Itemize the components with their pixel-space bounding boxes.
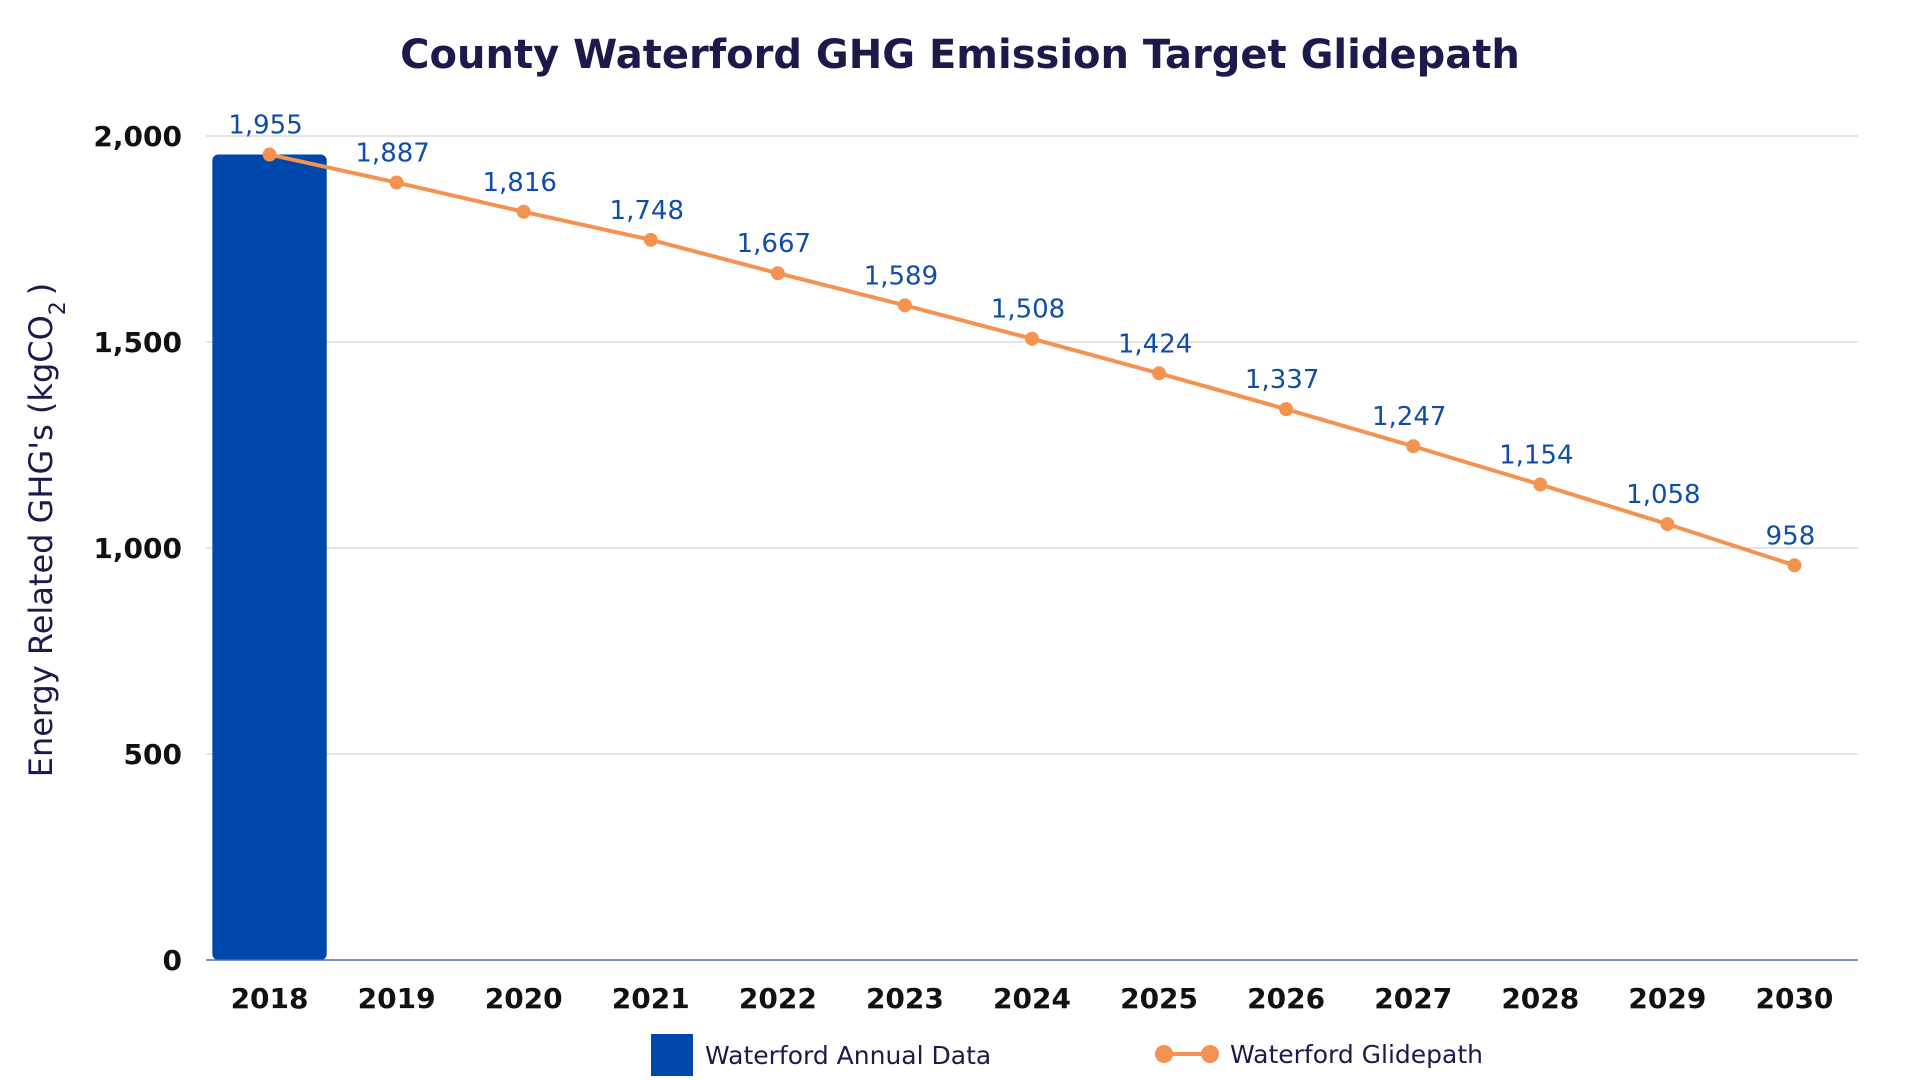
x-tick-label: 2027 [1374, 982, 1452, 1015]
label-layer: 1,955 1,887 1,816 1,748 1,667 1,589 1,508 1,424… [228, 111, 1815, 552]
legend-swatch-annual-data [651, 1034, 693, 1076]
data-label: 1,058 [1626, 480, 1700, 510]
glidepath-point [1279, 402, 1294, 417]
data-label: 1,955 [228, 111, 302, 141]
x-axis: 2018 2019 2020 2021 2022 2023 2024 2025 2026 2027… [206, 959, 1858, 1015]
legend: Waterford Annual Data Waterford Glidepat… [651, 1034, 1483, 1076]
data-label: 1,887 [355, 139, 429, 169]
legend-swatch-glidepath-marker [1155, 1045, 1173, 1063]
x-tick-label: 2028 [1501, 982, 1579, 1015]
data-label: 1,816 [482, 168, 556, 198]
y-tick-label: 500 [124, 738, 182, 771]
glidepath-point [1406, 439, 1421, 454]
line-layer [262, 147, 1802, 573]
x-tick-label: 2020 [485, 982, 563, 1015]
data-label: 1,508 [991, 295, 1065, 325]
glidepath-point [1660, 517, 1675, 532]
data-label: 1,247 [1372, 402, 1446, 432]
glidepath-point [897, 298, 912, 313]
glidepath-point [1787, 558, 1802, 573]
data-label: 1,748 [610, 196, 684, 226]
y-axis-label-subscript: 2 [46, 301, 71, 315]
y-axis: 0 500 1,000 1,500 2,000 [93, 120, 182, 977]
glidepath-point [262, 147, 277, 162]
glidepath-point [516, 204, 531, 219]
y-axis-label-closing: ) [22, 283, 60, 295]
data-label: 1,667 [737, 229, 811, 259]
x-tick-label: 2022 [739, 982, 817, 1015]
glidepath-line [269, 152, 1796, 568]
y-axis-label: Energy Related GHG's (kgCO2) [22, 283, 71, 778]
x-tick-label: 2019 [358, 982, 436, 1015]
glidepath-point [1152, 366, 1167, 381]
glidepath-point [1025, 331, 1039, 346]
legend-label-glidepath: Waterford Glidepath [1230, 1040, 1483, 1069]
data-label: 1,337 [1245, 365, 1319, 395]
y-tick-label: 0 [163, 944, 182, 977]
y-axis-label-main: Energy Related GHG's (kgCO [22, 315, 60, 777]
x-tick-label: 2029 [1628, 982, 1706, 1015]
x-tick-label: 2024 [993, 982, 1071, 1015]
data-label: 958 [1766, 521, 1816, 551]
glidepath-point [643, 232, 658, 247]
bar-annual-data [212, 154, 327, 961]
data-label: 1,424 [1118, 329, 1192, 359]
x-tick-label: 2018 [231, 982, 309, 1015]
bar-layer [212, 154, 327, 961]
y-tick-label: 2,000 [93, 120, 182, 153]
legend-label-annual-data: Waterford Annual Data [705, 1041, 991, 1070]
legend-swatch-glidepath-marker [1201, 1045, 1219, 1063]
y-tick-label: 1,500 [93, 326, 182, 359]
x-tick-label: 2025 [1120, 982, 1198, 1015]
chart-title: County Waterford GHG Emission Target Gli… [400, 32, 1520, 78]
y-tick-label: 1,000 [93, 532, 182, 565]
x-tick-label: 2021 [612, 982, 690, 1015]
data-label: 1,154 [1499, 441, 1573, 471]
data-label: 1,589 [864, 261, 938, 291]
x-tick-label: 2026 [1247, 982, 1325, 1015]
glidepath-point [389, 175, 404, 190]
x-tick-label: 2023 [866, 982, 944, 1015]
x-tick-label: 2030 [1755, 982, 1833, 1015]
grid-layer [206, 135, 1858, 755]
glidepath-point [770, 266, 785, 281]
glidepath-point [1533, 477, 1548, 492]
